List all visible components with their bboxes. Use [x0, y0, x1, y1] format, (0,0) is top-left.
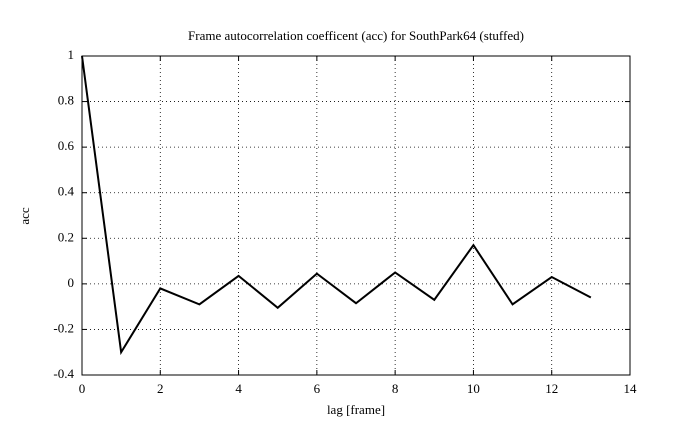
y-tick-label: -0.2 [53, 320, 74, 335]
y-tick-label: 1 [68, 47, 75, 62]
x-tick-label: 10 [467, 381, 480, 396]
plot-frame [81, 55, 631, 376]
x-tick-label: 0 [79, 381, 86, 396]
x-tick-label: 2 [157, 381, 164, 396]
x-tick-label: 6 [314, 381, 321, 396]
data-line [81, 55, 592, 356]
x-axis-label: lag [frame] [327, 402, 385, 417]
x-tick-label: 14 [624, 381, 638, 396]
y-tick-label: -0.4 [53, 366, 74, 381]
y-axis-label: acc [17, 207, 32, 225]
y-tick-label: 0 [68, 275, 75, 290]
chart-title: Frame autocorrelation coefficent (acc) f… [188, 28, 524, 43]
y-tick-label: 0.2 [58, 229, 74, 244]
x-tick-label: 4 [235, 381, 242, 396]
y-tick-label: 0.6 [58, 138, 75, 153]
x-tick-label: 12 [545, 381, 558, 396]
y-tick-label: 0.4 [58, 184, 75, 199]
x-tick-label: 8 [392, 381, 399, 396]
y-tick-label: 0.8 [58, 93, 74, 108]
